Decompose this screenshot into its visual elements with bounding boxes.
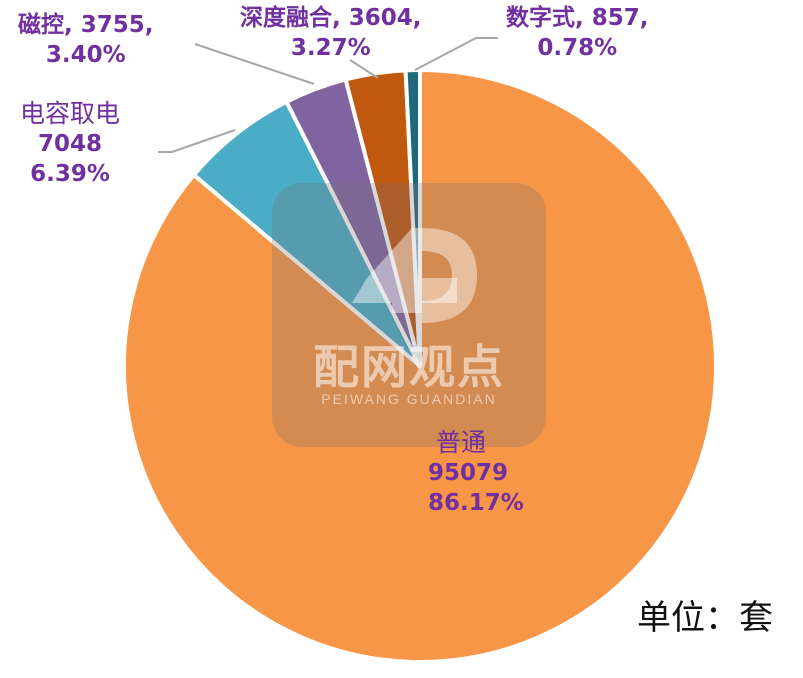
leader-line-dianrong — [158, 129, 236, 153]
leader-line-shendu — [349, 59, 379, 79]
watermark: 配网观点 PEIWANG GUANDIAN — [272, 183, 546, 447]
label-shuzi-percent: 0.78% — [537, 35, 618, 61]
unit-label: 单位：套 — [637, 598, 773, 638]
label-cikong-line1: 磁控, 3755, — [18, 12, 154, 38]
leader-line-cikong — [194, 43, 315, 85]
watermark-subtitle: PEIWANG GUANDIAN — [321, 391, 497, 407]
label-shendu-percent: 3.27% — [290, 35, 371, 61]
label-shendu-line1: 深度融合, 3604, — [240, 5, 422, 31]
label-putong-value: 95079 — [428, 460, 509, 486]
slice-dianrong — [191, 99, 422, 368]
slice-shuzi — [403, 68, 422, 368]
label-dianrong-value: 7048 — [38, 131, 103, 157]
label-cikong-percent: 3.40% — [45, 42, 126, 68]
watermark-logo-icon — [352, 228, 477, 323]
label-cikong: 磁控, 3755, 3.40% — [18, 10, 154, 70]
label-dianrong-name: 电容取电 — [20, 99, 121, 128]
label-dianrong-percent: 6.39% — [30, 161, 110, 187]
label-putong-name: 普通 — [436, 428, 487, 457]
label-dianrong: 电容取电 7048 6.39% — [20, 99, 120, 189]
label-shendu: 深度融合, 3604, 3.27% — [240, 3, 422, 63]
label-putong: 普通 95079 86.17% — [428, 428, 524, 518]
label-shuzi: 数字式, 857, 0.78% — [506, 3, 649, 63]
label-shuzi-line1: 数字式, 857, — [506, 5, 649, 31]
leader-line-shuzi — [414, 37, 498, 71]
watermark-title: 配网观点 — [313, 340, 505, 394]
label-putong-percent: 86.17% — [428, 490, 524, 516]
